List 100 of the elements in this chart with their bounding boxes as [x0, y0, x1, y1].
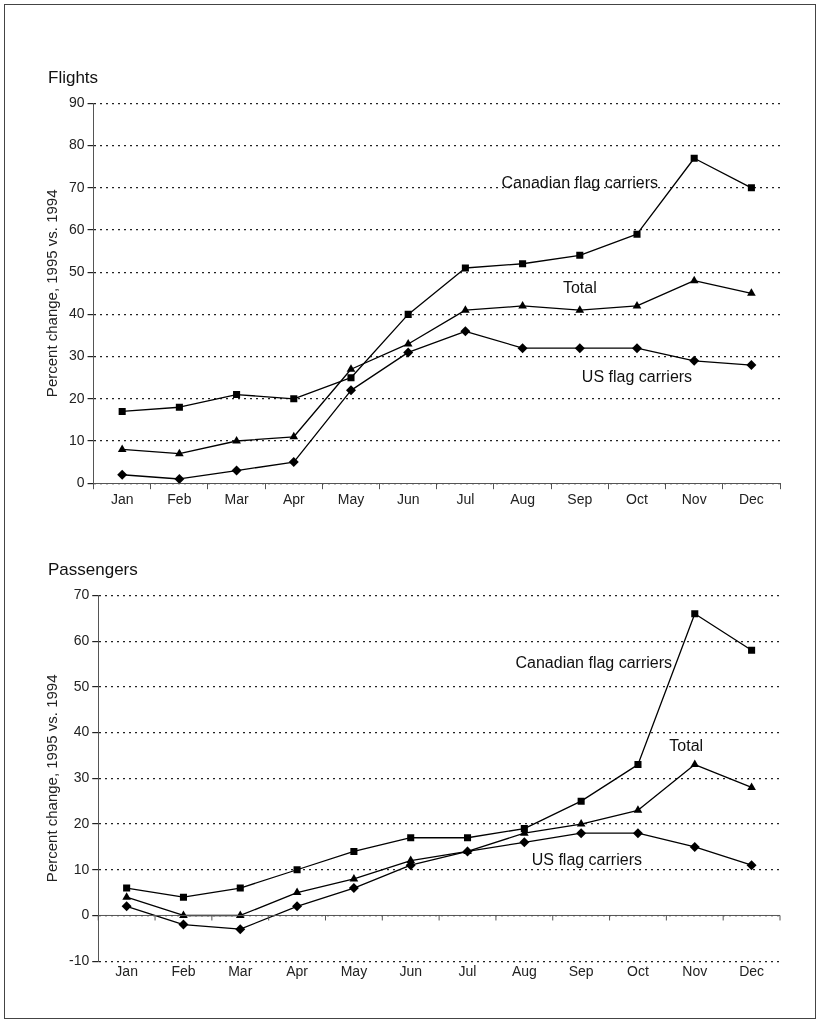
- point: [346, 364, 356, 372]
- y-tick-label: 80: [68, 136, 85, 153]
- point: [174, 473, 185, 484]
- point: [348, 883, 359, 894]
- point: [746, 360, 757, 371]
- point: [293, 866, 301, 874]
- y-tick-label: 50: [73, 677, 90, 694]
- point: [461, 305, 470, 313]
- x-tick-label: May: [337, 491, 365, 508]
- point: [347, 374, 355, 382]
- point: [633, 805, 643, 813]
- x-tick-label: Jul: [456, 491, 475, 508]
- series-label: US flag carriers: [581, 368, 693, 386]
- point: [292, 887, 302, 896]
- point: [117, 444, 127, 452]
- point: [175, 403, 183, 411]
- point: [519, 260, 527, 268]
- point: [123, 884, 131, 892]
- point: [349, 873, 359, 882]
- point: [689, 841, 700, 852]
- point: [175, 448, 184, 457]
- point: [691, 610, 699, 618]
- point: [122, 892, 131, 900]
- point: [575, 305, 585, 313]
- point: [232, 436, 241, 444]
- series-label: US flag carriers: [531, 851, 642, 869]
- series-label: Canadian flag carriers: [515, 654, 673, 672]
- x-tick-label: Oct: [627, 963, 649, 980]
- x-tick-label: Jul: [458, 963, 477, 980]
- y-tick-label: 60: [73, 631, 90, 648]
- point: [406, 855, 416, 864]
- point: [404, 310, 412, 318]
- point: [345, 385, 356, 396]
- chart-title: Passengers: [48, 560, 139, 581]
- point: [461, 264, 469, 272]
- x-tick-label: Dec: [738, 491, 764, 508]
- x-tick-label: Jun: [399, 963, 422, 980]
- point: [690, 154, 698, 162]
- series-label: Canadian flag carriers: [501, 173, 659, 191]
- point: [633, 230, 641, 238]
- x-tick-label: Mar: [224, 491, 249, 508]
- point: [634, 761, 642, 769]
- x-tick-label: Apr: [286, 963, 309, 980]
- x-tick-label: Jan: [110, 491, 134, 508]
- y-axis-title: Percent change, 1995 vs. 1994: [43, 674, 61, 883]
- point: [118, 407, 126, 415]
- point: [403, 347, 414, 358]
- point: [747, 184, 755, 192]
- x-tick-label: Dec: [739, 963, 765, 980]
- point: [747, 782, 756, 790]
- y-tick-label: 0: [76, 474, 85, 491]
- point: [288, 457, 299, 468]
- point: [631, 343, 642, 354]
- point: [577, 797, 585, 805]
- point: [179, 893, 187, 901]
- y-tick-label: 70: [68, 178, 85, 195]
- point: [236, 884, 244, 892]
- x-tick-label: Jan: [115, 963, 138, 980]
- chart-title: Flights: [48, 68, 100, 89]
- x-tick-label: Feb: [171, 963, 196, 980]
- y-tick-label: 40: [73, 723, 90, 740]
- point: [576, 251, 584, 259]
- point: [407, 834, 415, 842]
- point: [574, 343, 585, 354]
- point: [121, 901, 132, 912]
- point: [632, 828, 643, 839]
- point: [289, 431, 299, 440]
- x-tick-label: Sep: [567, 491, 593, 508]
- point: [463, 834, 472, 842]
- point: [517, 343, 528, 354]
- series-label: Total: [669, 736, 704, 754]
- y-tick-label: 20: [68, 389, 85, 406]
- y-tick-label: 90: [68, 94, 85, 111]
- point: [235, 924, 246, 935]
- y-tick-label: 70: [73, 586, 90, 603]
- x-tick-label: Nov: [682, 963, 708, 980]
- point: [576, 828, 587, 839]
- point: [689, 275, 699, 284]
- x-tick-label: Aug: [510, 491, 536, 508]
- x-tick-label: Apr: [282, 491, 306, 508]
- y-axis-title: Percent change, 1995 vs. 1994: [43, 189, 61, 398]
- y-tick-label: 10: [73, 860, 90, 877]
- y-tick-label: 0: [81, 906, 90, 923]
- x-tick-label: Jun: [396, 491, 420, 508]
- point: [290, 395, 298, 403]
- x-tick-label: Nov: [681, 491, 707, 508]
- point: [233, 391, 241, 399]
- y-tick-label: 60: [68, 220, 85, 237]
- y-tick-label: 40: [68, 305, 85, 322]
- y-tick-label: -10: [69, 952, 90, 969]
- point: [519, 837, 530, 848]
- y-tick-label: 20: [73, 814, 90, 831]
- y-tick-label: 50: [68, 263, 85, 280]
- x-tick-label: Feb: [167, 491, 192, 508]
- x-tick-label: Mar: [228, 963, 253, 980]
- point: [460, 326, 471, 337]
- y-tick-label: 30: [73, 769, 90, 786]
- point: [748, 646, 756, 654]
- point: [689, 355, 700, 366]
- y-tick-label: 10: [68, 431, 85, 448]
